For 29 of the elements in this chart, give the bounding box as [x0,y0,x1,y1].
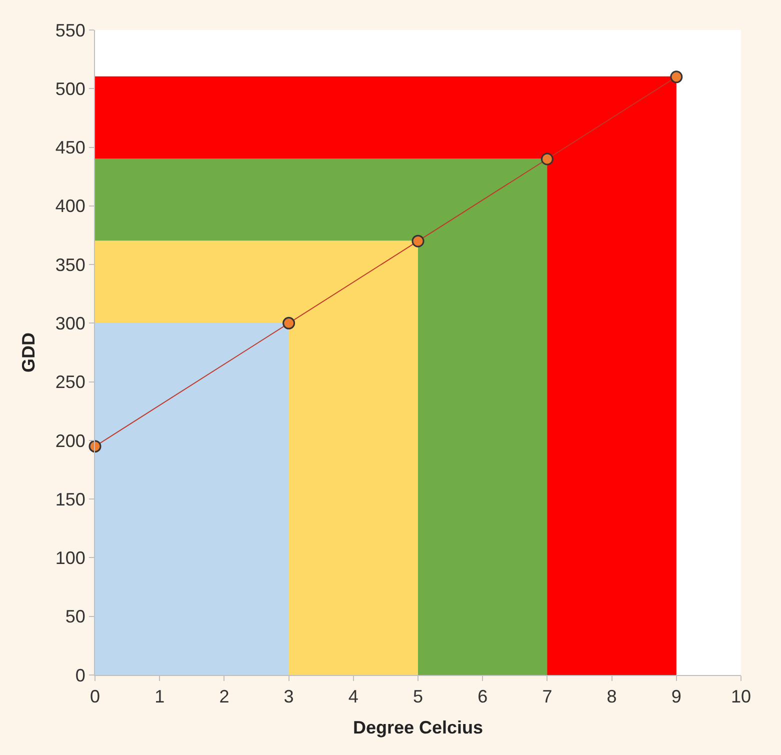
x-tick-label: 5 [412,686,424,707]
x-tick-label: 7 [542,686,552,707]
x-tick-label: 0 [90,686,100,707]
point [412,234,424,248]
y-tick-label: 100 [55,548,86,568]
y-axis-title: GDD [18,332,39,372]
x-tick-label: 6 [478,686,488,707]
point [670,70,683,84]
y-tick-label: 400 [55,196,86,216]
y-tick-label: 300 [55,313,86,334]
y-tick-label: 450 [55,138,86,158]
y-tick-label: 500 [55,78,86,99]
y-tick-label: 0 [75,665,86,686]
x-tick-label: 9 [671,686,682,707]
y-tick-label: 550 [55,20,86,40]
x-tick-label: 10 [730,686,752,707]
y-tick-label: 350 [55,254,86,275]
x-tick-label: 3 [284,686,294,707]
point [540,152,554,166]
y-tick-label: 250 [55,372,86,392]
x-tick-label: 8 [606,686,617,707]
point [282,316,296,330]
y-tick-label: 150 [55,489,86,510]
x-tick-label: 4 [348,686,358,707]
x-tick-label: 2 [219,686,230,707]
y-tick-label: 200 [55,430,86,451]
y-tick-label: 50 [65,606,86,627]
x-tick-label: 1 [154,686,165,707]
x-axis-title: Degree Celcius [352,718,484,738]
